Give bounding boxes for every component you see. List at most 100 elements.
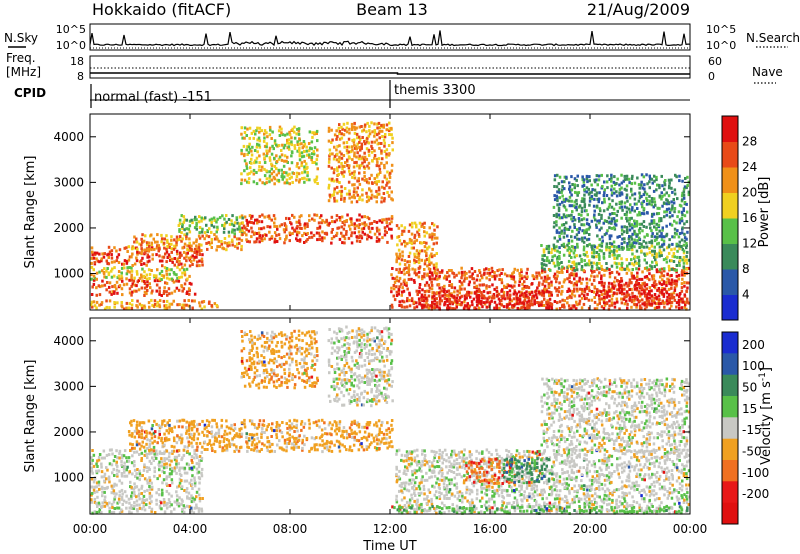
range-cell [187, 256, 191, 260]
range-cell [377, 438, 381, 442]
range-cell [120, 474, 124, 478]
range-cell [603, 197, 606, 201]
range-cell [155, 498, 158, 502]
range-cell [660, 174, 663, 178]
range-cell [616, 177, 619, 181]
range-cell [243, 136, 246, 140]
range-cell [260, 220, 264, 224]
range-cell [636, 213, 639, 217]
range-cell [585, 281, 589, 285]
range-cell [271, 130, 274, 134]
range-cell [505, 286, 508, 289]
range-cell [357, 448, 361, 452]
range-cell [121, 293, 124, 297]
range-cell [680, 297, 683, 301]
range-cell [551, 258, 554, 262]
range-cell [318, 216, 322, 220]
range-cell [403, 226, 407, 230]
range-cell [541, 264, 544, 268]
range-cell [587, 187, 590, 191]
range-cell [338, 218, 342, 222]
range-cell [321, 450, 324, 454]
range-cell [424, 259, 427, 263]
range-cell [575, 280, 579, 284]
range-cell [600, 283, 604, 287]
range-cell [362, 226, 366, 230]
range-cell [277, 426, 281, 430]
range-cell [373, 140, 376, 144]
range-cell [602, 255, 606, 259]
range-cell [303, 222, 307, 226]
range-cell [288, 130, 291, 134]
range-cell [173, 445, 176, 449]
range-cell [200, 509, 204, 513]
range-cell [128, 470, 131, 474]
freq-label-1: Freq. [6, 51, 36, 65]
range-cell [144, 234, 147, 238]
range-cell [642, 199, 645, 203]
range-cell [455, 305, 458, 309]
range-cell [122, 467, 126, 471]
range-cell [282, 171, 286, 174]
range-cell [605, 180, 609, 184]
range-cell [362, 448, 366, 452]
range-cell [558, 190, 561, 194]
range-cell [593, 270, 596, 273]
range-cell [118, 511, 122, 515]
range-cell [163, 432, 166, 436]
range-cell [186, 495, 189, 499]
range-cell [428, 245, 431, 249]
range-cell [638, 226, 642, 230]
range-cell [150, 427, 154, 431]
range-cell [681, 247, 684, 251]
range-cell [427, 294, 431, 298]
range-cell [198, 493, 201, 497]
range-cell [413, 236, 416, 240]
range-cell [593, 300, 597, 304]
range-cell [93, 490, 96, 494]
range-cell [103, 283, 107, 287]
range-cell [660, 301, 663, 305]
range-cell [435, 305, 439, 308]
range-cell [376, 122, 379, 126]
range-cell [111, 267, 114, 271]
range-cell [406, 297, 409, 300]
range-cell [563, 175, 567, 179]
range-cell [605, 295, 609, 299]
range-cell [342, 436, 346, 440]
range-cell [186, 251, 189, 255]
range-cell [680, 216, 684, 220]
range-cell [278, 155, 282, 159]
range-cell [650, 203, 654, 207]
range-cell [687, 258, 691, 262]
range-cell [145, 241, 149, 245]
range-cell [384, 133, 387, 136]
range-cell [475, 307, 478, 311]
range-cell [391, 276, 394, 280]
range-cell [642, 225, 646, 228]
range-cell [670, 267, 674, 271]
range-cell [243, 231, 246, 235]
range-cell [571, 210, 574, 214]
range-cell [301, 155, 304, 159]
range-cell [110, 253, 113, 257]
range-cell [678, 174, 681, 178]
range-cell [112, 489, 116, 493]
range-cell [641, 270, 644, 274]
range-cell [365, 178, 368, 181]
range-cell [623, 230, 626, 234]
range-cell [195, 467, 199, 471]
range-cell [572, 272, 576, 276]
range-cell [558, 216, 561, 220]
range-cell [136, 476, 139, 480]
range-cell [448, 306, 452, 310]
range-cell [531, 282, 534, 286]
range-cell [390, 227, 393, 231]
range-cell [600, 293, 604, 297]
range-cell [376, 192, 379, 196]
range-cell [313, 218, 316, 222]
range-cell [265, 131, 268, 135]
range-cell [563, 215, 566, 219]
range-cell [570, 239, 574, 243]
range-cell [178, 481, 182, 485]
